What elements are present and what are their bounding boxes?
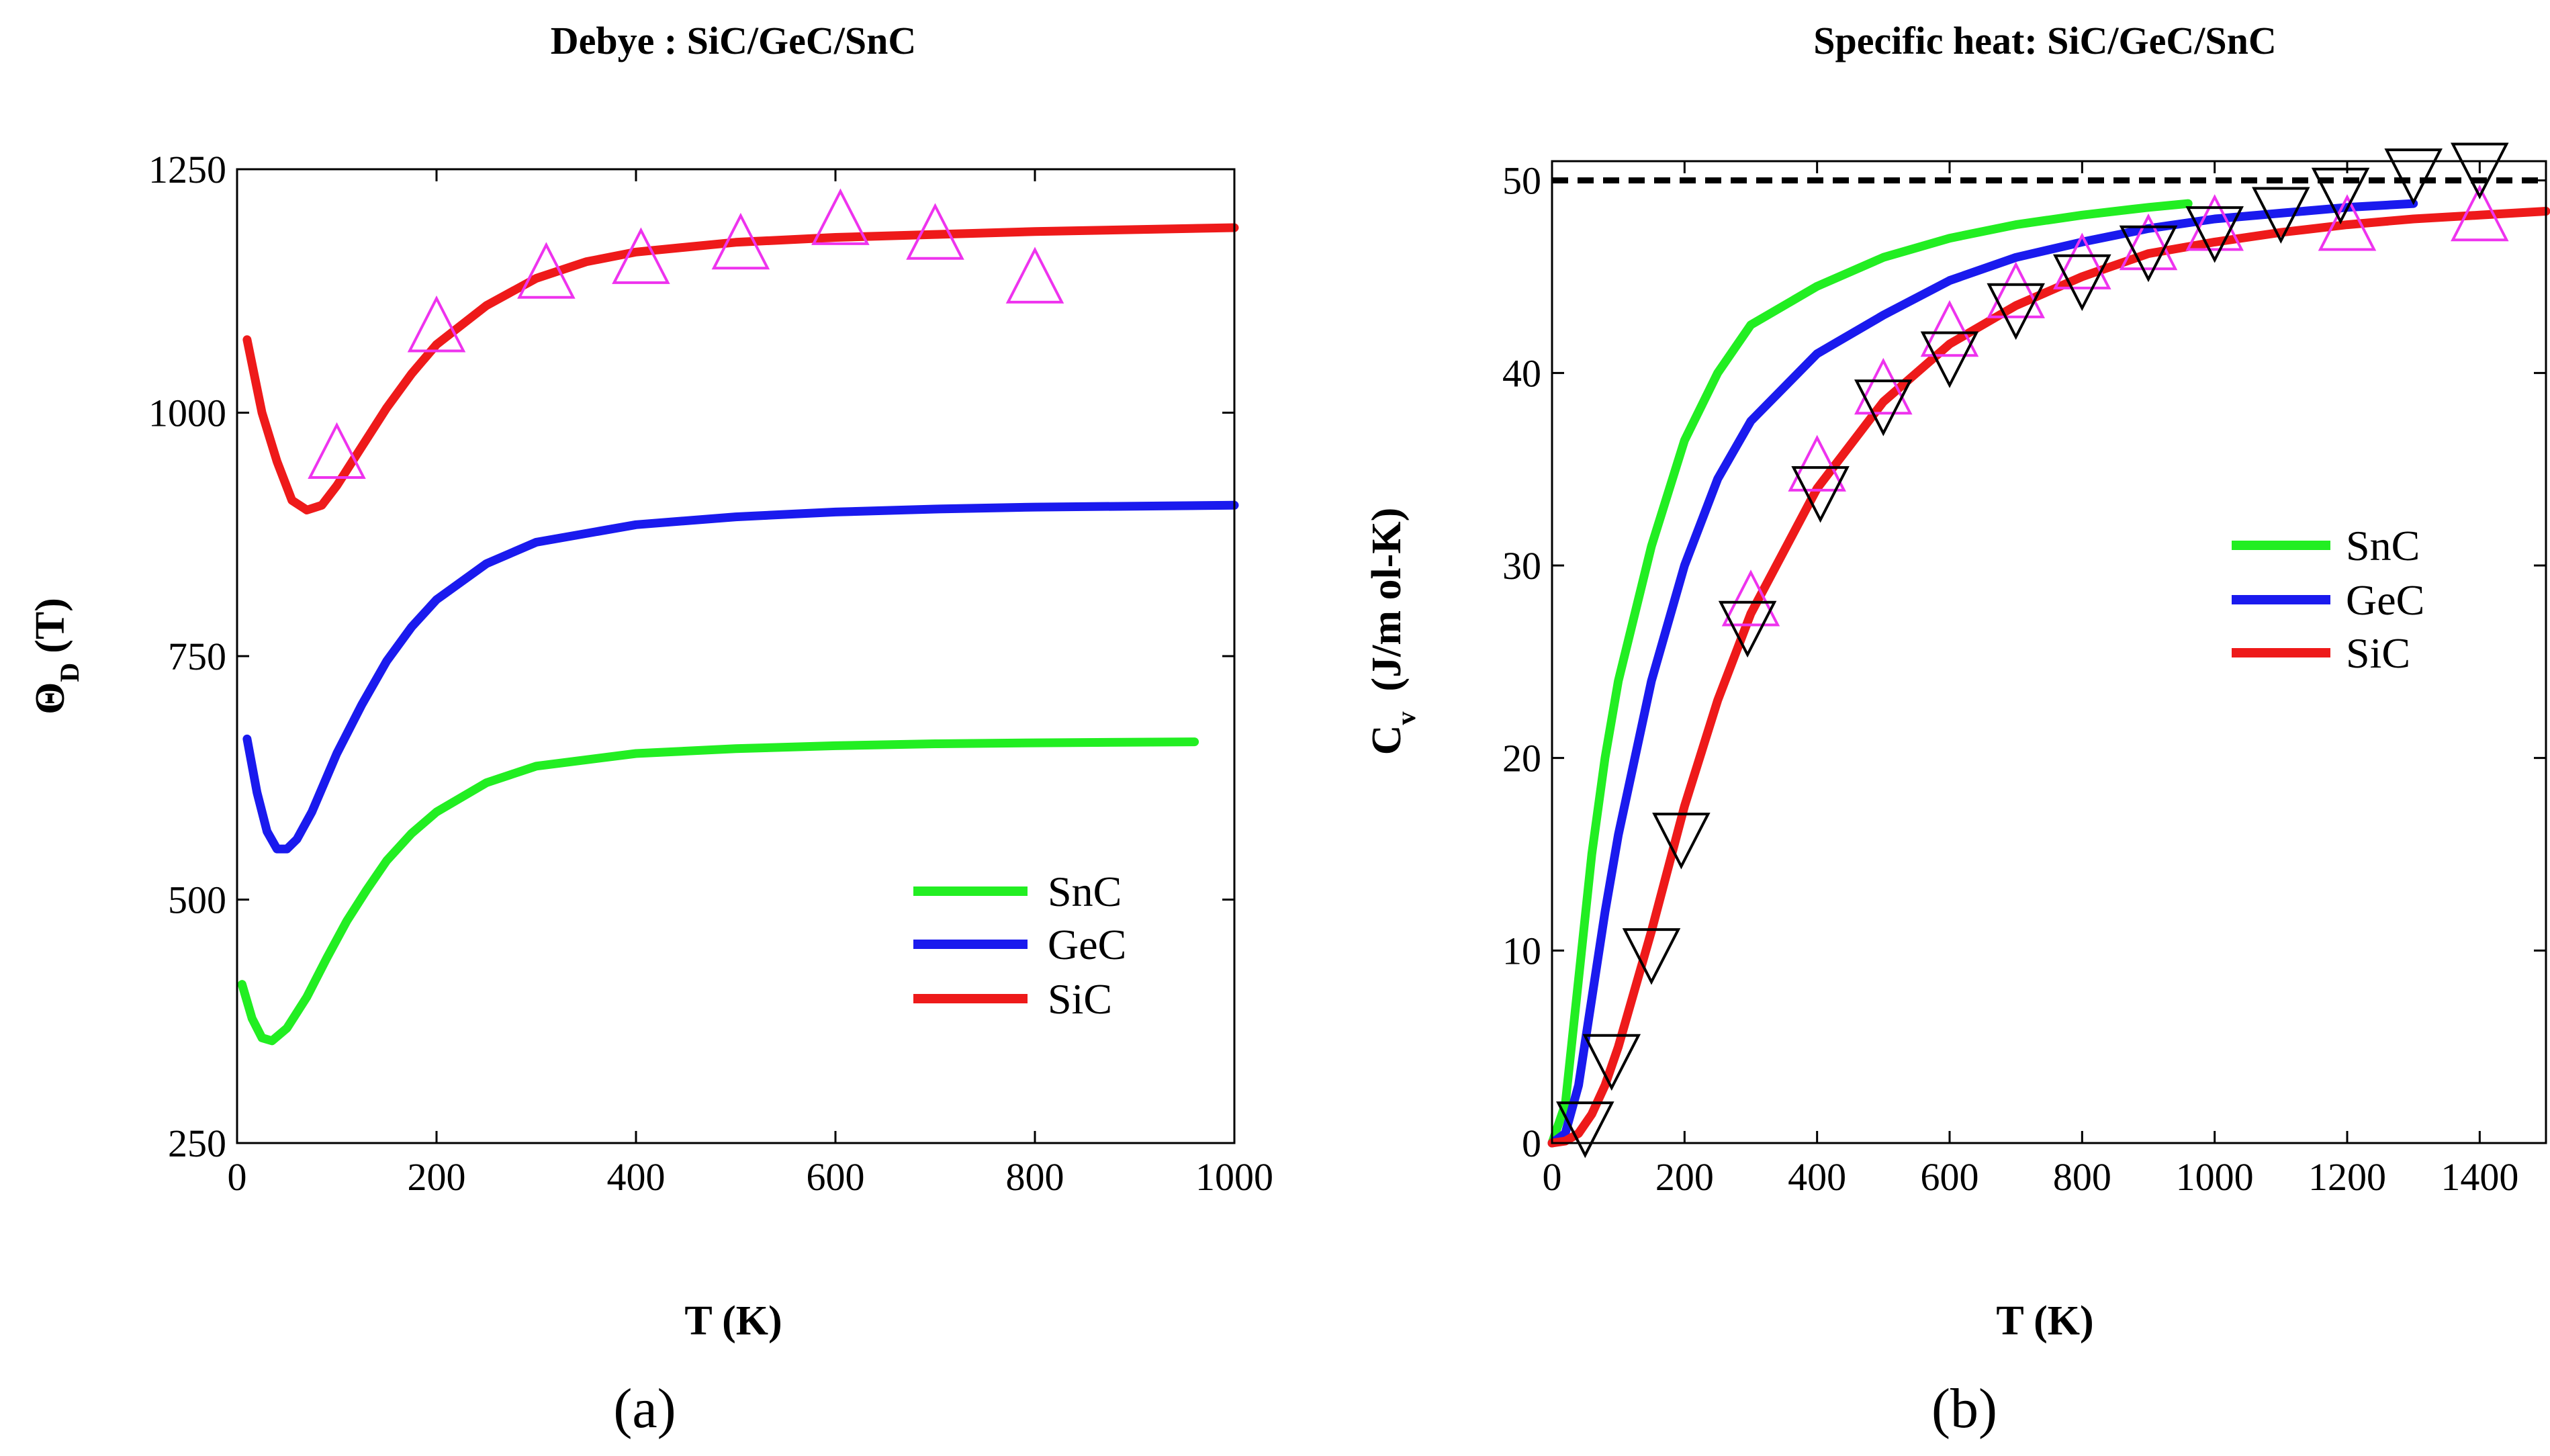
data-point-triangle-down <box>2119 225 2178 283</box>
data-point-triangle-down <box>2451 142 2509 199</box>
y-axis-symbol: C <box>1364 725 1410 755</box>
data-point-triangle-down <box>1987 283 2045 340</box>
series-line-sic <box>242 223 1239 514</box>
panel-label: (a) <box>613 1377 676 1440</box>
chart-title: Specific heat: SiC/GeC/SnC <box>1813 19 2277 62</box>
chart-specific-heat: Specific heat: SiC/GeC/SnC 0 200 400 600 800… <box>1364 19 2550 1440</box>
data-point-triangle-down <box>2384 148 2443 206</box>
y-tick-label: 40 <box>1502 351 1541 395</box>
x-tick-label: 800 <box>1006 1155 1064 1199</box>
x-tick-label: 600 <box>1921 1155 1979 1199</box>
y-axis-subscript: D <box>54 663 85 682</box>
y-tick-label: 750 <box>168 635 226 678</box>
data-point-triangle-down <box>2053 254 2111 312</box>
data-point-triangle-down <box>1582 1034 1641 1091</box>
series-line-snc <box>237 737 1199 1046</box>
y-axis-subscript: v <box>1391 711 1421 725</box>
chart-debye-temperature: Debye : SiC/GeC/SnC 0 200 400 600 800 1000 250… <box>28 19 1273 1440</box>
data-point-triangle-up <box>2318 194 2377 251</box>
x-axis-label: T (K) <box>684 1298 782 1344</box>
plot-frame <box>1551 160 2547 1144</box>
x-tick-label: 0 <box>1543 1155 1562 1199</box>
data-point-triangle-up <box>1920 300 1979 357</box>
y-tick-label: 30 <box>1502 544 1541 588</box>
data-point-triangle-down <box>1791 466 1850 523</box>
y-axis-tail: (T) <box>28 598 73 653</box>
y-tick-label: 10 <box>1502 929 1541 972</box>
y-tick-label: 50 <box>1502 159 1541 203</box>
data-point-triangle-up <box>2119 213 2178 271</box>
data-point-triangle-up <box>1854 357 1913 415</box>
data-point-triangle-up <box>1987 261 2045 318</box>
x-tick-label: 1200 <box>2308 1155 2386 1199</box>
data-point-triangle-down <box>1854 379 1913 437</box>
series-line-snc <box>1547 199 2193 1148</box>
legend-label-sic: SiC <box>1048 975 1112 1023</box>
data-point-triangle-up <box>517 242 576 299</box>
data-point-triangle-up <box>1788 435 1846 492</box>
y-axis-symbol: Θ <box>28 682 73 715</box>
legend-label-gec: GeC <box>2346 576 2424 624</box>
data-point-triangle-up <box>711 212 770 270</box>
data-point-triangle-up <box>811 188 870 245</box>
svg-text:ΘD(T): ΘD (T) <box>28 598 85 715</box>
x-tick-label: 400 <box>1788 1155 1846 1199</box>
data-point-triangle-up <box>308 422 366 479</box>
data-point-triangle-down <box>1718 600 1777 658</box>
panel-label: (b) <box>1931 1377 1997 1440</box>
svg-text:Cv(J/m ol-K): Cv (J/m ol-K) <box>1364 508 1421 756</box>
y-tick-label: 250 <box>168 1122 226 1165</box>
data-point-triangle-up <box>407 295 466 353</box>
x-tick-label: 600 <box>807 1155 865 1199</box>
data-point-triangle-down <box>2185 206 2244 263</box>
data-point-triangle-up <box>906 203 964 260</box>
legend-label-sic: SiC <box>2346 629 2410 677</box>
y-axis-label: Cv (J/m ol-K) <box>1364 508 1421 756</box>
x-tick-label: 800 <box>2053 1155 2111 1199</box>
y-tick-label: 1000 <box>148 392 226 435</box>
y-tick-label: 500 <box>168 878 226 922</box>
data-point-triangle-down <box>1652 813 1711 870</box>
x-tick-label: 1400 <box>2441 1155 2518 1199</box>
chart-title: Debye : SiC/GeC/SnC <box>551 19 917 62</box>
data-point-triangle-down <box>1622 928 1681 985</box>
x-tick-label: 400 <box>607 1155 666 1199</box>
legend: SnC GeC SiC <box>913 868 1126 1023</box>
x-tick-label: 200 <box>408 1155 466 1199</box>
x-tick-label: 1000 <box>2176 1155 2254 1199</box>
data-point-triangle-up <box>2451 184 2509 242</box>
data-point-triangle-up <box>1721 570 1780 627</box>
legend: SnC GeC SiC <box>2232 522 2424 677</box>
data-point-triangle-up <box>612 227 670 284</box>
x-tick-label: 200 <box>1655 1155 1714 1199</box>
series-line-gec <box>242 500 1239 854</box>
series-line-gec <box>1547 199 2418 1148</box>
data-point-triangle-down <box>1556 1101 1614 1158</box>
y-tick-label: 0 <box>1522 1122 1541 1165</box>
x-axis-label: T (K) <box>1996 1298 2093 1344</box>
y-tick-label: 1250 <box>148 148 226 191</box>
legend-label-gec: GeC <box>1048 921 1126 968</box>
data-point-triangle-up <box>1005 246 1064 304</box>
series-line-sic <box>1547 207 2550 1148</box>
data-point-triangle-up <box>2185 194 2244 251</box>
data-point-triangle-down <box>1920 331 1979 388</box>
y-axis-tail: (J/m ol-K) <box>1364 508 1410 692</box>
legend-label-snc: SnC <box>2346 522 2420 570</box>
y-tick-label: 20 <box>1502 737 1541 780</box>
x-tick-label: 0 <box>228 1155 247 1199</box>
data-point-triangle-down <box>2252 187 2310 244</box>
x-tick-label: 1000 <box>1195 1155 1273 1199</box>
y-axis-label: ΘD (T) <box>28 598 85 715</box>
data-point-triangle-down <box>2311 167 2370 225</box>
legend-label-snc: SnC <box>1048 868 1122 915</box>
data-point-triangle-up <box>2053 232 2111 289</box>
